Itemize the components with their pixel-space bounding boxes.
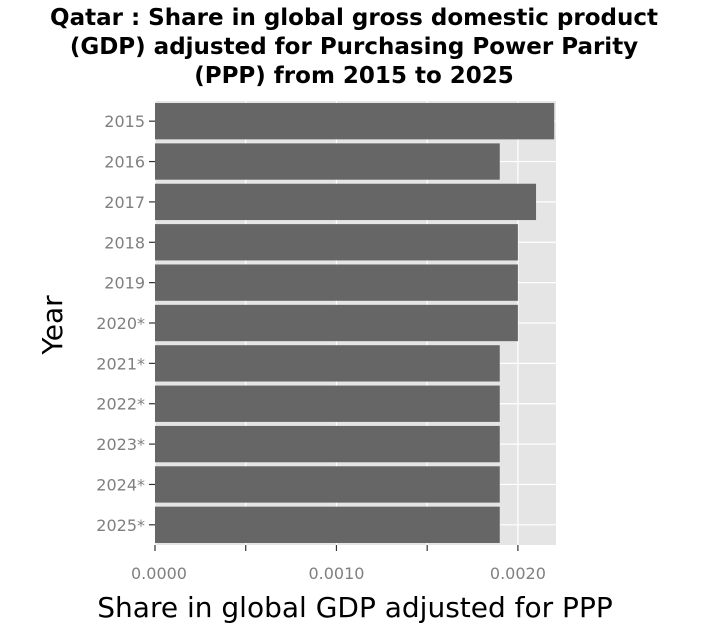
bar-2017 — [155, 183, 537, 221]
y-axis-title: Year — [36, 295, 69, 356]
chart-title-line-1: Qatar : Share in global gross domestic p… — [50, 5, 658, 31]
x-axis: 0.0000 0.0010 0.0020 — [131, 545, 546, 583]
bars — [155, 103, 555, 543]
y-tick-label: 2019 — [104, 274, 145, 293]
y-tick-label: 2015 — [104, 112, 145, 131]
bar-2023-projected — [155, 425, 500, 463]
chart-title-line-3: (PPP) from 2015 to 2025 — [194, 63, 514, 89]
y-tick-label: 2024* — [96, 475, 145, 494]
y-tick-label: 2020* — [96, 314, 145, 333]
y-tick-label: 2022* — [96, 395, 145, 414]
y-axis: 2015 2016 2017 2018 2019 2020* 2021* 2022* 2023*… — [96, 112, 155, 535]
bar-2024-projected — [155, 466, 500, 503]
bar-2015 — [155, 103, 555, 140]
bar-2020-projected — [155, 304, 518, 342]
x-tick-label: 0.0010 — [308, 564, 364, 583]
bar-2019 — [155, 264, 518, 301]
y-tick-label: 2017 — [104, 193, 145, 212]
x-axis-title: Share in global GDP adjusted for PPP — [97, 591, 612, 624]
x-tick-label: 0.0000 — [131, 564, 187, 583]
y-tick-label: 2018 — [104, 233, 145, 252]
y-tick-label: 2021* — [96, 354, 145, 373]
y-tick-label: 2023* — [96, 435, 145, 454]
chart-title-line-2: (GDP) adjusted for Purchasing Power Pari… — [69, 34, 639, 60]
x-tick-label: 0.0020 — [490, 564, 546, 583]
bar-2018 — [155, 224, 518, 261]
bar-2022-projected — [155, 385, 500, 422]
y-tick-label: 2025* — [96, 516, 145, 535]
bar-2021-projected — [155, 345, 500, 382]
bar-2025-projected — [155, 506, 500, 543]
bar-2016 — [155, 143, 500, 180]
y-tick-label: 2016 — [104, 153, 145, 172]
chart-title: Qatar : Share in global gross domestic p… — [0, 4, 708, 91]
